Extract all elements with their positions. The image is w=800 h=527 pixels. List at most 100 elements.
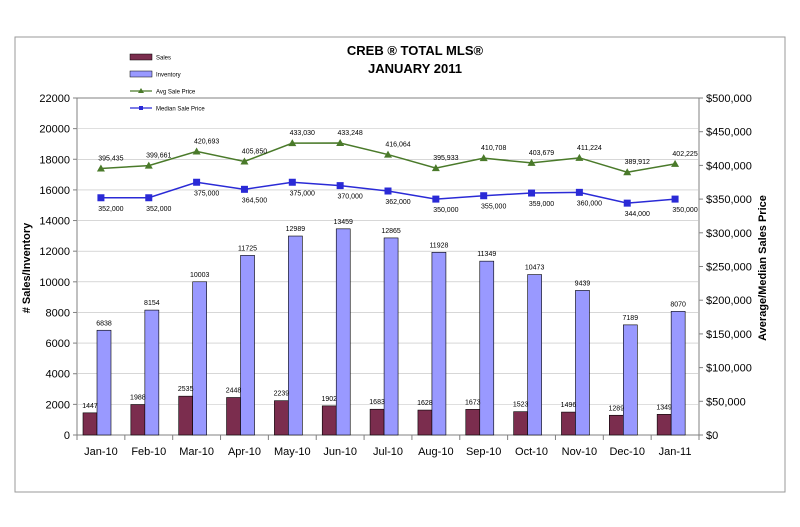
- inventory-data-label: 12865: [381, 228, 401, 235]
- data-labels-group: 1447 6838 1988 8154 2535 10003 2448 11725 2239 12…: [82, 130, 698, 412]
- median-price-data-label: 370,000: [337, 194, 362, 201]
- y2-tick-label: $400,000: [706, 160, 752, 172]
- median-sale-price-point: [193, 178, 201, 186]
- x-tick-label: Feb-10: [131, 446, 166, 458]
- avg-price-data-label: 399,661: [146, 153, 171, 160]
- inventory-bar: [192, 281, 207, 436]
- y-tick-label: 0: [64, 430, 70, 442]
- y-tick-label: 10000: [39, 277, 70, 289]
- legend-swatch: [129, 70, 153, 78]
- inventory-bar: [575, 290, 590, 436]
- sales-bar: [178, 395, 193, 436]
- inventory-bar: [623, 324, 638, 436]
- inventory-bar: [527, 274, 542, 436]
- y-tick-label: 22000: [39, 93, 70, 105]
- sales-bar: [513, 411, 528, 436]
- median-price-data-label: 364,500: [242, 197, 267, 204]
- x-tick-label: Aug-10: [418, 446, 453, 458]
- sales-data-label: 1447: [82, 403, 98, 410]
- sales-bar: [226, 397, 241, 436]
- chart-subtitle: JANUARY 2011: [368, 61, 462, 76]
- sales-data-label: 1988: [130, 395, 146, 402]
- legend-marker: [139, 106, 143, 110]
- y-tick-label: 16000: [39, 185, 70, 197]
- inventory-bar: [240, 255, 255, 436]
- y2-tick-label: $350,000: [706, 194, 752, 206]
- avg-price-data-label: 395,435: [98, 155, 123, 162]
- sales-data-label: 1523: [513, 402, 529, 409]
- x-tick-label: May-10: [274, 446, 311, 458]
- avg-price-data-label: 403,679: [529, 150, 554, 157]
- inventory-bar: [144, 309, 160, 436]
- x-tick-label: Jan-11: [659, 446, 692, 458]
- median-price-data-label: 350,000: [433, 207, 458, 214]
- sales-data-label: 1289: [609, 405, 625, 412]
- avg-sale-price-point: [96, 164, 105, 172]
- sales-bar: [130, 404, 146, 436]
- median-price-data-label: 375,000: [194, 190, 219, 197]
- median-sale-price-point: [97, 194, 105, 202]
- y-tick-label: 20000: [39, 124, 70, 136]
- x-tick-label: Sep-10: [466, 446, 501, 458]
- median-price-data-label: 352,000: [146, 206, 171, 213]
- chart-border: [14, 36, 786, 493]
- x-tick-label: Jul-10: [373, 446, 403, 458]
- x-tick-label: Nov-10: [562, 446, 597, 458]
- avg-sale-price-point: [431, 164, 440, 172]
- median-price-data-label: 344,000: [625, 211, 650, 218]
- inventory-data-label: 6838: [96, 320, 112, 327]
- median-sale-price-point: [528, 189, 536, 197]
- avg-sale-price-point: [527, 158, 536, 166]
- sales-bar: [656, 414, 672, 436]
- x-tick-label: Oct-10: [515, 446, 548, 458]
- inventory-bar: [96, 329, 112, 436]
- y2-axis-title: Average/Median Sales Price: [757, 195, 769, 341]
- legend-marker: [138, 88, 144, 93]
- x-tick-label: Jan-10: [84, 446, 118, 458]
- sales-data-label: 1902: [321, 396, 337, 403]
- sales-bar: [465, 409, 481, 436]
- x-tick-label: Apr-10: [228, 446, 261, 458]
- sales-bar: [561, 411, 576, 436]
- avg-price-data-label: 433,030: [290, 130, 315, 137]
- sales-data-label: 1673: [465, 399, 481, 406]
- inventory-data-label: 10003: [190, 272, 210, 279]
- inventory-bar: [335, 228, 351, 436]
- sales-bar: [369, 408, 385, 436]
- sales-data-label: 2239: [274, 391, 290, 398]
- y2-tick-label: $100,000: [706, 363, 752, 375]
- inventory-data-label: 8154: [144, 300, 160, 307]
- median-sale-price-point: [240, 185, 248, 193]
- sales-data-label: 1683: [369, 399, 385, 406]
- y2-tick-label: $200,000: [706, 295, 752, 307]
- median-price-data-label: 375,000: [290, 190, 315, 197]
- legend-label: Median Sale Price: [156, 107, 205, 113]
- avg-price-data-label: 416,064: [385, 142, 410, 149]
- avg-sale-price-point: [288, 139, 297, 147]
- legend-label: Sales: [156, 56, 171, 62]
- median-sale-price-point: [432, 195, 440, 203]
- inventory-data-label: 13459: [333, 219, 353, 226]
- avg-price-data-label: 395,933: [433, 155, 458, 162]
- y-tick-label: 18000: [39, 154, 70, 166]
- avg-sale-price-point: [575, 153, 584, 161]
- median-sale-price-point: [384, 187, 392, 195]
- median-sale-price-point: [288, 178, 296, 186]
- y-tick-label: 6000: [46, 338, 70, 350]
- y-axis-title: # Sales/Inventory: [21, 222, 33, 313]
- legend-label: Avg Sale Price: [156, 90, 196, 96]
- inventory-data-label: 9439: [575, 280, 591, 287]
- inventory-bar: [479, 260, 495, 436]
- avg-sale-price-point: [623, 168, 632, 176]
- median-price-data-label: 352,000: [98, 206, 123, 213]
- inventory-bar: [288, 235, 303, 436]
- inventory-data-label: 8070: [670, 301, 686, 308]
- median-price-data-label: 360,000: [577, 200, 602, 207]
- y-tick-label: 14000: [39, 216, 70, 228]
- inventory-data-label: 11725: [238, 245, 257, 252]
- sales-bar: [274, 400, 289, 436]
- sales-bar: [609, 414, 624, 436]
- avg-price-data-label: 410,708: [481, 145, 506, 152]
- avg-price-data-label: 402,225: [672, 151, 697, 158]
